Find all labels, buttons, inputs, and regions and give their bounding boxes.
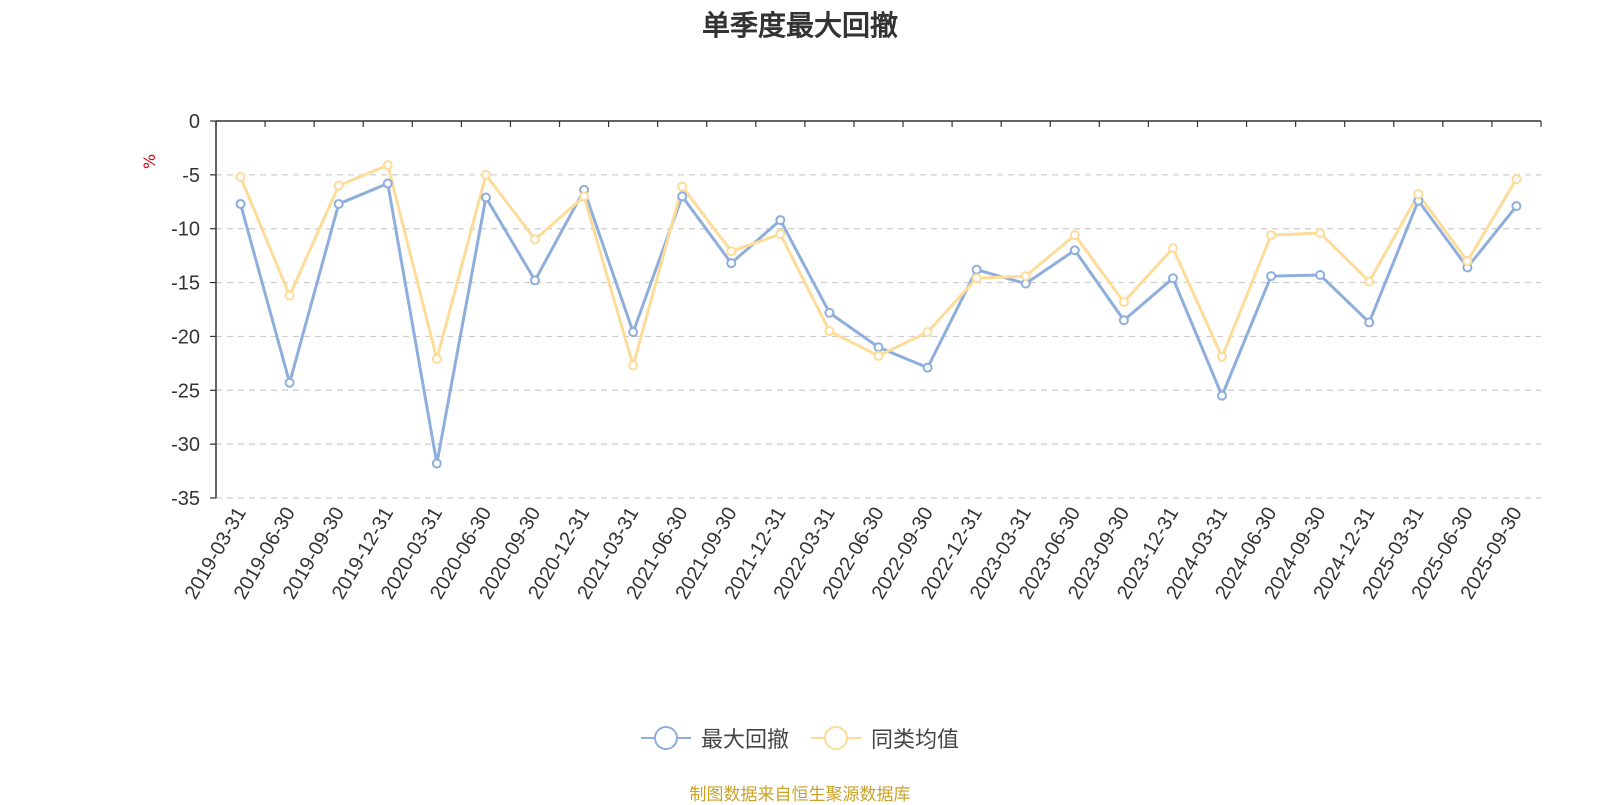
data-point-peer-average <box>1266 230 1277 241</box>
data-point-max-drawdown <box>1217 390 1228 401</box>
y-tick-label: -25 <box>171 380 200 402</box>
data-point-peer-average <box>1217 351 1228 362</box>
data-point-peer-average <box>1462 256 1473 267</box>
data-point-max-drawdown <box>431 458 442 469</box>
data-point-max-drawdown <box>1511 201 1522 212</box>
data-point-peer-average <box>677 181 688 192</box>
y-tick-label: -10 <box>171 219 200 241</box>
legend-label-peer-average: 同类均值 <box>871 728 960 753</box>
legend-item-peer-average[interactable]: 同类均值 <box>811 722 959 754</box>
data-point-peer-average <box>333 180 344 191</box>
data-point-max-drawdown <box>775 215 786 226</box>
data-point-peer-average <box>1413 189 1424 200</box>
data-point-max-drawdown <box>922 362 933 373</box>
data-point-peer-average <box>529 234 540 245</box>
data-point-max-drawdown <box>333 198 344 209</box>
data-point-max-drawdown <box>1315 270 1326 281</box>
data-point-max-drawdown <box>1118 315 1129 326</box>
data-point-max-drawdown <box>1167 273 1178 284</box>
data-point-peer-average <box>1069 230 1080 241</box>
y-tick-label: 0 <box>189 111 200 133</box>
data-point-peer-average <box>1364 276 1375 287</box>
data-point-max-drawdown <box>677 191 688 202</box>
data-point-peer-average <box>628 360 639 371</box>
legend: 最大回撤 同类均值 <box>0 722 1600 754</box>
data-point-max-drawdown <box>971 264 982 275</box>
chart-title: 单季度最大回撤 <box>701 9 898 42</box>
data-point-max-drawdown <box>1266 271 1277 282</box>
data-point-max-drawdown <box>529 275 540 286</box>
data-point-peer-average <box>775 229 786 240</box>
data-point-max-drawdown <box>284 377 295 388</box>
data-point-peer-average <box>382 160 393 171</box>
data-point-peer-average <box>431 354 442 365</box>
data-point-peer-average <box>726 246 737 257</box>
data-point-max-drawdown <box>382 178 393 189</box>
y-tick-label: -30 <box>171 434 200 456</box>
data-point-max-drawdown <box>480 192 491 203</box>
series-line-peer-average <box>239 163 1518 368</box>
data-point-peer-average <box>579 191 590 202</box>
data-point-peer-average <box>922 327 933 338</box>
y-tick-label: -35 <box>171 488 200 510</box>
series-line-max-drawdown <box>239 181 1518 466</box>
data-point-peer-average <box>235 172 246 183</box>
legend-item-max-drawdown[interactable]: 最大回撤 <box>640 722 789 754</box>
data-point-max-drawdown <box>628 327 639 338</box>
y-tick-label: -20 <box>171 326 200 348</box>
legend-marker-max-drawdown <box>640 726 691 750</box>
data-point-peer-average <box>1315 228 1326 239</box>
data-point-max-drawdown <box>235 198 246 209</box>
data-point-peer-average <box>480 169 491 180</box>
data-point-max-drawdown <box>726 258 737 269</box>
data-point-peer-average <box>1020 271 1031 282</box>
data-point-max-drawdown <box>873 342 884 353</box>
data-point-peer-average <box>1167 243 1178 254</box>
data-point-max-drawdown <box>1069 245 1080 256</box>
data-point-peer-average <box>1118 296 1129 307</box>
data-point-peer-average <box>1511 174 1522 185</box>
data-point-peer-average <box>284 290 295 301</box>
y-tick-label: -5 <box>182 165 200 187</box>
data-point-peer-average <box>824 326 835 337</box>
data-point-peer-average <box>873 350 884 361</box>
legend-label-max-drawdown: 最大回撤 <box>700 728 789 753</box>
data-point-max-drawdown <box>824 307 835 318</box>
data-point-peer-average <box>971 273 982 284</box>
data-source-note: 制图数据来自恒生聚源数据库 <box>689 785 911 805</box>
legend-marker-peer-average <box>811 726 861 750</box>
y-tick-label: -15 <box>171 273 200 295</box>
data-point-max-drawdown <box>1364 317 1375 328</box>
